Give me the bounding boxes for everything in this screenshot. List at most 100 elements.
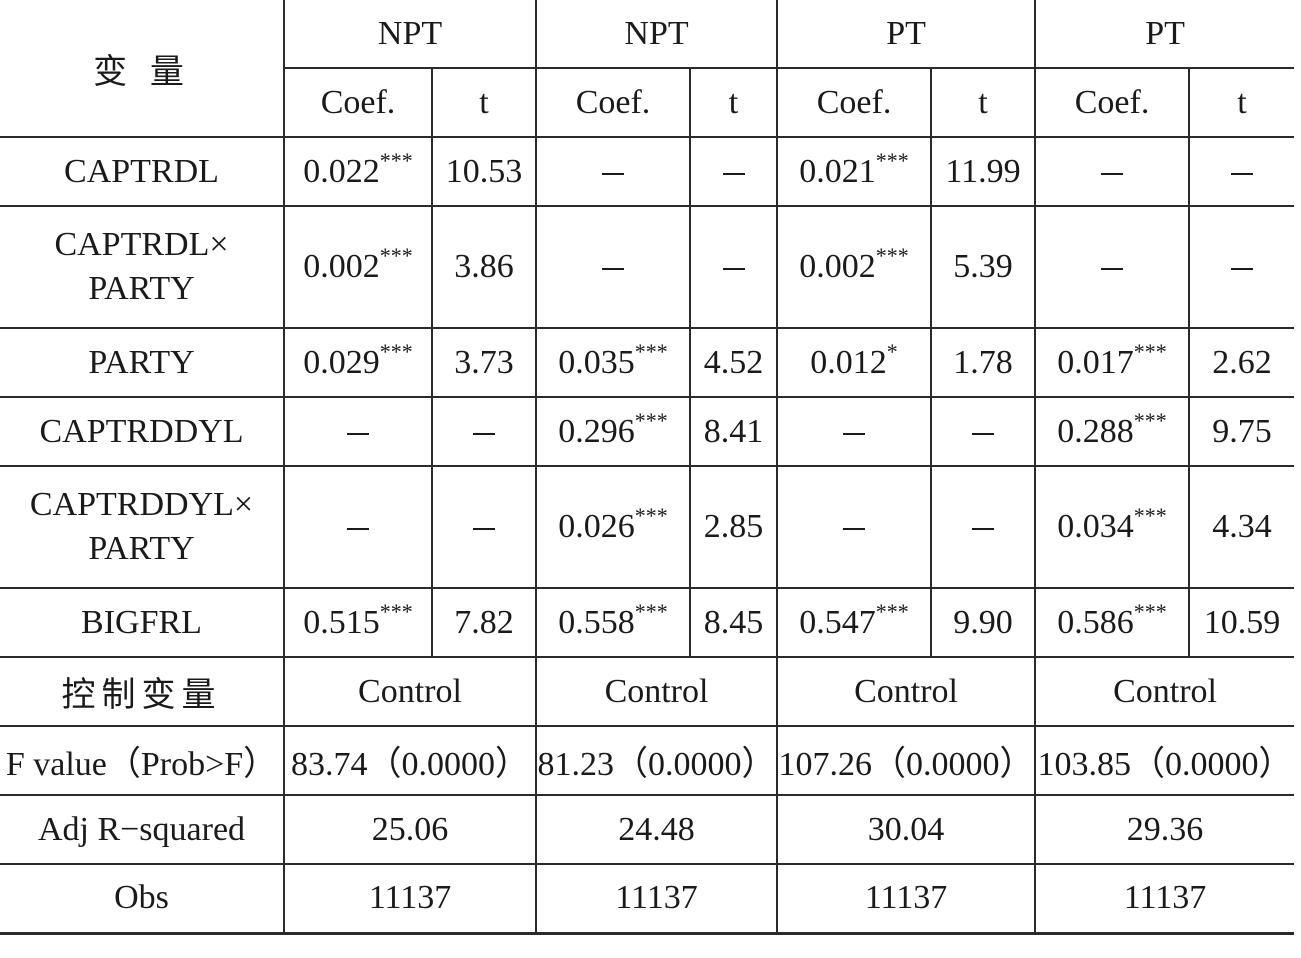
empty-dash: [473, 432, 495, 435]
summary-value: Control: [1034, 656, 1295, 727]
t-header: t: [689, 67, 779, 138]
summary-value: 30.04: [776, 794, 1037, 865]
cell-value: 3.73: [454, 343, 514, 381]
regression-results-table: 变 量 NPT NPT PT PT Coef. t Coef. t Coef. …: [0, 0, 1295, 935]
coef-cell: 0.586***: [1034, 587, 1191, 658]
cell-value: 11.99: [945, 152, 1021, 190]
group-header-pt-1: PT: [776, 0, 1037, 69]
row-label: CAPTRDL× PARTY: [0, 205, 285, 329]
t-cell: 11.99: [930, 137, 1037, 207]
t-cell: 2.62: [1188, 327, 1295, 398]
summary-value: 29.36: [1034, 794, 1295, 865]
coef-cell: 0.022***: [283, 137, 433, 207]
group-header-npt-1: NPT: [282, 0, 538, 69]
cell-value: 0.034: [1057, 508, 1134, 545]
t-cell: 8.41: [689, 396, 779, 467]
significance-stars: ***: [875, 598, 909, 624]
row-label-line: PARTY: [88, 270, 195, 307]
summary-value: 11137: [1034, 863, 1295, 935]
empty-dash: [843, 528, 866, 531]
variable-header: 变 量: [0, 0, 285, 138]
row-label: CAPTRDDYL× PARTY: [0, 465, 285, 589]
cell-value: 0.012: [810, 343, 887, 381]
empty-dash: [347, 528, 369, 531]
t-cell: 9.90: [930, 587, 1037, 658]
cell-value: 10.59: [1203, 603, 1281, 641]
significance-stars: ***: [1133, 503, 1167, 528]
t-cell: [689, 205, 779, 329]
t-cell: [430, 465, 538, 589]
row-label-line: PARTY: [88, 530, 195, 567]
group-header-npt-2: NPT: [535, 0, 779, 69]
cell-value: 2.85: [703, 508, 764, 545]
row-label: F value（Prob>F）: [0, 725, 285, 796]
t-cell: 3.73: [430, 327, 538, 398]
cell-value: 8.41: [703, 412, 764, 450]
coef-cell: 0.296***: [535, 396, 692, 467]
empty-dash: [602, 268, 625, 271]
t-cell: 1.78: [930, 327, 1037, 398]
empty-dash: [602, 172, 625, 175]
coef-header: Coef.: [776, 67, 933, 138]
cell-value: 0.296: [558, 412, 635, 450]
t-cell: [1188, 137, 1295, 207]
cell-value: 0.288: [1057, 412, 1134, 450]
empty-dash: [722, 268, 745, 271]
summary-value: 103.85（0.0000）: [1034, 725, 1295, 796]
coef-cell: [1034, 137, 1191, 207]
summary-row: Adj R−squared 25.06 24.48 30.04 29.36: [0, 794, 1295, 865]
cell-value: 8.45: [703, 603, 764, 641]
coef-header: Coef.: [535, 67, 692, 138]
cell-value: 4.52: [703, 343, 764, 381]
coef-cell: [776, 396, 933, 467]
significance-stars: ***: [875, 147, 909, 173]
significance-stars: ***: [1133, 598, 1167, 624]
cell-value: 0.002: [303, 248, 380, 285]
empty-dash: [972, 432, 995, 435]
summary-value: 11137: [535, 863, 779, 935]
row-label: CAPTRDL: [0, 137, 285, 207]
cell-value: 4.34: [1212, 508, 1272, 545]
t-cell: 8.45: [689, 587, 779, 658]
coef-cell: 0.029***: [283, 327, 433, 398]
t-cell: 9.75: [1188, 396, 1295, 467]
coef-cell: [1034, 205, 1191, 329]
row-label: Adj R−squared: [0, 794, 285, 865]
significance-stars: ***: [634, 407, 668, 433]
coef-cell: 0.017***: [1034, 327, 1191, 398]
coef-cell: [283, 465, 433, 589]
empty-dash: [1101, 268, 1124, 271]
empty-dash: [1231, 172, 1254, 175]
cell-value: 0.547: [799, 603, 876, 641]
cell-value: 1.78: [953, 343, 1013, 381]
coef-cell: [535, 137, 692, 207]
coef-cell: 0.558***: [535, 587, 692, 658]
empty-dash: [722, 172, 745, 175]
row-label-line: CAPTRDDYL×: [29, 486, 254, 523]
coef-cell: 0.021***: [776, 137, 933, 207]
summary-value: 81.23（0.0000）: [535, 725, 779, 796]
row-label: CAPTRDDYL: [0, 396, 285, 467]
cell-value: 0.029: [303, 343, 380, 381]
cell-value: 0.558: [558, 603, 635, 641]
empty-dash: [843, 432, 866, 435]
cell-value: 9.90: [953, 603, 1013, 641]
coef-cell: 0.026***: [535, 465, 692, 589]
cell-value: 0.035: [558, 343, 635, 381]
t-cell: 10.59: [1188, 587, 1295, 658]
significance-stars: ***: [634, 338, 668, 364]
coef-cell: [283, 396, 433, 467]
summary-value: Control: [535, 656, 779, 727]
header-row-groups: 变 量 NPT NPT PT PT: [0, 0, 1295, 138]
cell-value: 10.53: [445, 152, 523, 190]
table-row: CAPTRDDYL 0.296*** 8.41 0.288*** 9.75: [0, 396, 1295, 467]
cell-value: 0.026: [558, 508, 635, 545]
t-cell: [930, 465, 1037, 589]
cell-value: 2.62: [1212, 343, 1272, 381]
coef-cell: 0.288***: [1034, 396, 1191, 467]
summary-value: 11137: [282, 863, 538, 935]
significance-stars: ***: [634, 598, 668, 624]
table-row: CAPTRDDYL× PARTY 0.026*** 2.85 0.034*** 4.34: [0, 465, 1295, 589]
summary-row: F value（Prob>F） 83.74（0.0000） 81.23（0.0000…: [0, 725, 1295, 796]
significance-stars: *: [886, 338, 898, 364]
